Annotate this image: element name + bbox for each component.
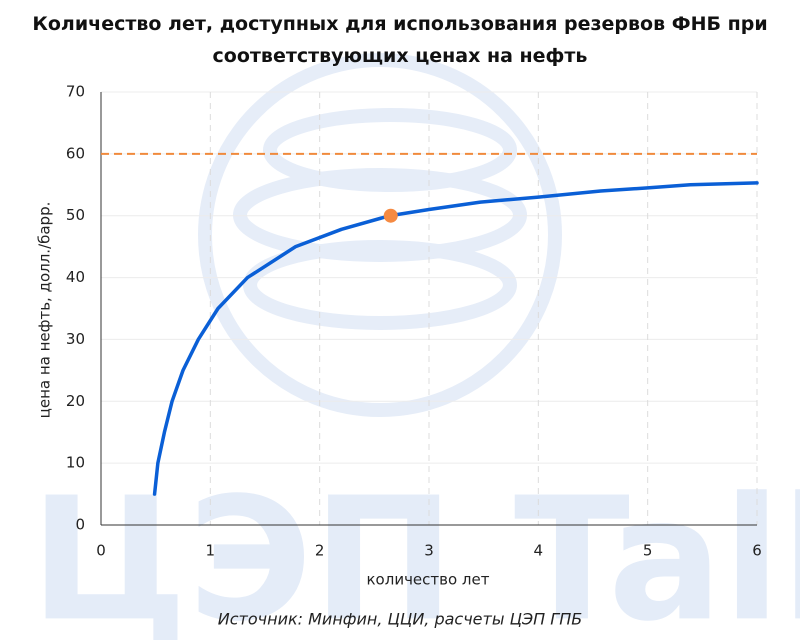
x-tick-label: 5 [643,542,653,560]
y-tick-label: 40 [66,268,85,286]
chart-title: Количество лет, доступных для использова… [32,13,768,67]
x-tick-label: 6 [752,542,762,560]
y-tick-label: 70 [66,83,85,101]
y-tick-label: 10 [66,454,85,472]
data-line [152,181,759,496]
source-note: Источник: Минфин, ЦЦИ, расчеты ЦЭП ГПБ [218,610,582,629]
x-tick-label: 0 [96,542,106,560]
x-axis-label: количество лет [367,571,490,589]
y-tick-label: 30 [66,330,85,348]
y-tick-label: 60 [66,144,85,162]
y-tick-label: 50 [66,206,85,224]
watermark: ЦЭП Talks [30,461,800,640]
x-tick-label: 1 [206,542,216,560]
logo [198,53,562,417]
x-tick-label: 3 [424,542,434,560]
x-tick-label: 2 [315,542,325,560]
y-tick-label: 20 [66,392,85,410]
x-tick-label: 4 [534,542,544,560]
highlight-point [383,208,398,223]
y-axis-label: цена на нефть, долл./барр. [36,202,54,419]
y-tick-label: 0 [75,516,85,534]
